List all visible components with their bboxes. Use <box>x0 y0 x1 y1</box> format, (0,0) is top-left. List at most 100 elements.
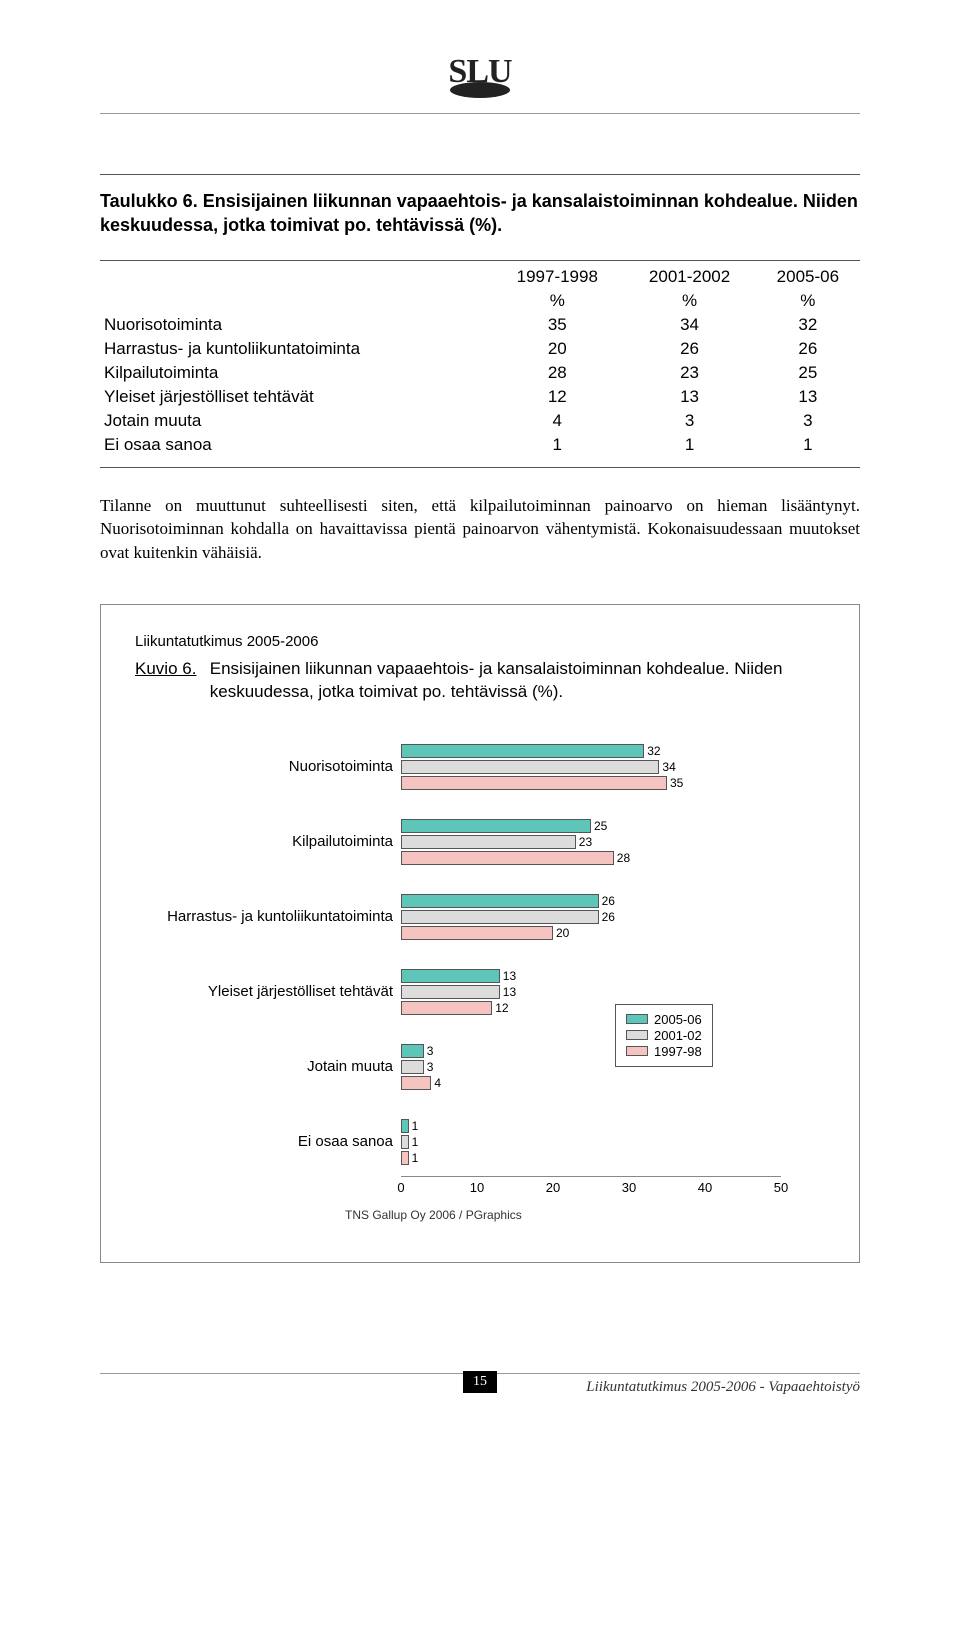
cell-value: 35 <box>491 313 623 337</box>
cell-value: 1 <box>756 433 860 457</box>
table-row: Harrastus- ja kuntoliikuntatoiminta20262… <box>100 337 860 361</box>
bar-value: 26 <box>602 894 615 908</box>
bar: 3 <box>401 1044 424 1058</box>
col-year-1: 2001-2002 <box>623 260 755 289</box>
bar-value: 1 <box>412 1119 419 1133</box>
x-tick: 10 <box>470 1180 484 1195</box>
bar-group: 262620 <box>401 894 599 942</box>
legend-label: 2005-06 <box>654 1012 702 1027</box>
legend-swatch <box>626 1046 648 1056</box>
legend: 2005-062001-021997-98 <box>615 1004 713 1067</box>
bar: 23 <box>401 835 576 849</box>
bar-value: 1 <box>412 1151 419 1165</box>
bar-value: 1 <box>412 1135 419 1149</box>
cell-value: 26 <box>623 337 755 361</box>
category-label: Harrastus- ja kuntoliikuntatoiminta <box>167 908 393 925</box>
bar-group: 131312 <box>401 969 500 1017</box>
cell-value: 28 <box>491 361 623 385</box>
table-bottom-rule <box>100 467 860 468</box>
bar: 26 <box>401 894 599 908</box>
bar-value: 35 <box>670 776 683 790</box>
caption-text: Ensisijainen liikunnan vapaaehtois- ja k… <box>210 658 820 704</box>
bar: 28 <box>401 851 614 865</box>
svg-text:SLU: SLU <box>448 53 512 90</box>
row-label: Harrastus- ja kuntoliikuntatoiminta <box>100 337 491 361</box>
table-title: Taulukko 6. Ensisijainen liikunnan vapaa… <box>100 189 860 238</box>
x-axis: 01020304050 <box>401 1180 781 1200</box>
col-unit-1: % <box>623 289 755 313</box>
page: SLU Taulukko 6. Ensisijainen liikunnan v… <box>0 0 960 1463</box>
kuvio-label: Kuvio 6. <box>135 658 205 681</box>
legend-item: 2001-02 <box>626 1028 702 1043</box>
bar-value: 26 <box>602 910 615 924</box>
table-row: Ei osaa sanoa111 <box>100 433 860 457</box>
header-rule <box>100 113 860 114</box>
bar-group: 334 <box>401 1044 431 1092</box>
row-label: Kilpailutoiminta <box>100 361 491 385</box>
category-label: Yleiset järjestölliset tehtävät <box>208 983 393 1000</box>
bar: 4 <box>401 1076 431 1090</box>
bar-group: 32 34 35 <box>401 744 667 792</box>
cell-value: 26 <box>756 337 860 361</box>
bar-group: 25 23 28 <box>401 819 614 867</box>
chart-caption: Kuvio 6. Ensisijainen liikunnan vapaaeht… <box>135 658 825 704</box>
bar: 34 <box>401 760 659 774</box>
cell-value: 13 <box>623 385 755 409</box>
bar: 3 <box>401 1060 424 1074</box>
bar-group: 111 <box>401 1119 409 1167</box>
row-label: Nuorisotoiminta <box>100 313 491 337</box>
cell-value: 1 <box>491 433 623 457</box>
bar: 1 <box>401 1135 409 1149</box>
row-label: Yleiset järjestölliset tehtävät <box>100 385 491 409</box>
legend-item: 1997-98 <box>626 1044 702 1059</box>
cell-value: 3 <box>623 409 755 433</box>
row-label: Jotain muuta <box>100 409 491 433</box>
bar: 25 <box>401 819 591 833</box>
bar: 1 <box>401 1151 409 1165</box>
cell-value: 20 <box>491 337 623 361</box>
bar-value: 34 <box>662 760 675 774</box>
bar-value: 25 <box>594 819 607 833</box>
x-tick: 30 <box>622 1180 636 1195</box>
cell-value: 25 <box>756 361 860 385</box>
x-tick: 40 <box>698 1180 712 1195</box>
table-row: Yleiset järjestölliset tehtävät121313 <box>100 385 860 409</box>
bar: 32 <box>401 744 644 758</box>
legend-swatch <box>626 1030 648 1040</box>
body-paragraph: Tilanne on muuttunut suhteellisesti site… <box>100 494 860 564</box>
cell-value: 34 <box>623 313 755 337</box>
bar: 13 <box>401 969 500 983</box>
table-row: Kilpailutoiminta282325 <box>100 361 860 385</box>
x-tick: 50 <box>774 1180 788 1195</box>
legend-swatch <box>626 1014 648 1024</box>
table-row: Nuorisotoiminta353432 <box>100 313 860 337</box>
bar-value: 13 <box>503 969 516 983</box>
bar: 12 <box>401 1001 492 1015</box>
category-label: Ei osaa sanoa <box>298 1133 393 1150</box>
bar-value: 12 <box>495 1001 508 1015</box>
x-tick: 0 <box>397 1180 404 1195</box>
col-unit-0: % <box>491 289 623 313</box>
row-label: Ei osaa sanoa <box>100 433 491 457</box>
cell-value: 1 <box>623 433 755 457</box>
bar: 26 <box>401 910 599 924</box>
bar-value: 32 <box>647 744 660 758</box>
bar-value: 4 <box>434 1076 441 1090</box>
cell-value: 4 <box>491 409 623 433</box>
category-label: Jotain muuta <box>307 1058 393 1075</box>
bar-value: 3 <box>427 1060 434 1074</box>
x-tick: 20 <box>546 1180 560 1195</box>
logo: SLU <box>100 40 860 105</box>
legend-item: 2005-06 <box>626 1012 702 1027</box>
bar-value: 13 <box>503 985 516 999</box>
legend-label: 2001-02 <box>654 1028 702 1043</box>
col-year-2: 2005-06 <box>756 260 860 289</box>
footer: 15 Liikuntatutkimus 2005-2006 - Vapaaeht… <box>100 1373 860 1413</box>
cell-value: 12 <box>491 385 623 409</box>
data-table: 1997-1998 2001-2002 2005-06 % % % Nuoris… <box>100 260 860 457</box>
category-label: Kilpailutoiminta <box>292 833 393 850</box>
cell-value: 32 <box>756 313 860 337</box>
slu-logo-icon: SLU <box>435 40 525 100</box>
bar: 35 <box>401 776 667 790</box>
chart-credit: TNS Gallup Oy 2006 / PGraphics <box>345 1208 522 1222</box>
